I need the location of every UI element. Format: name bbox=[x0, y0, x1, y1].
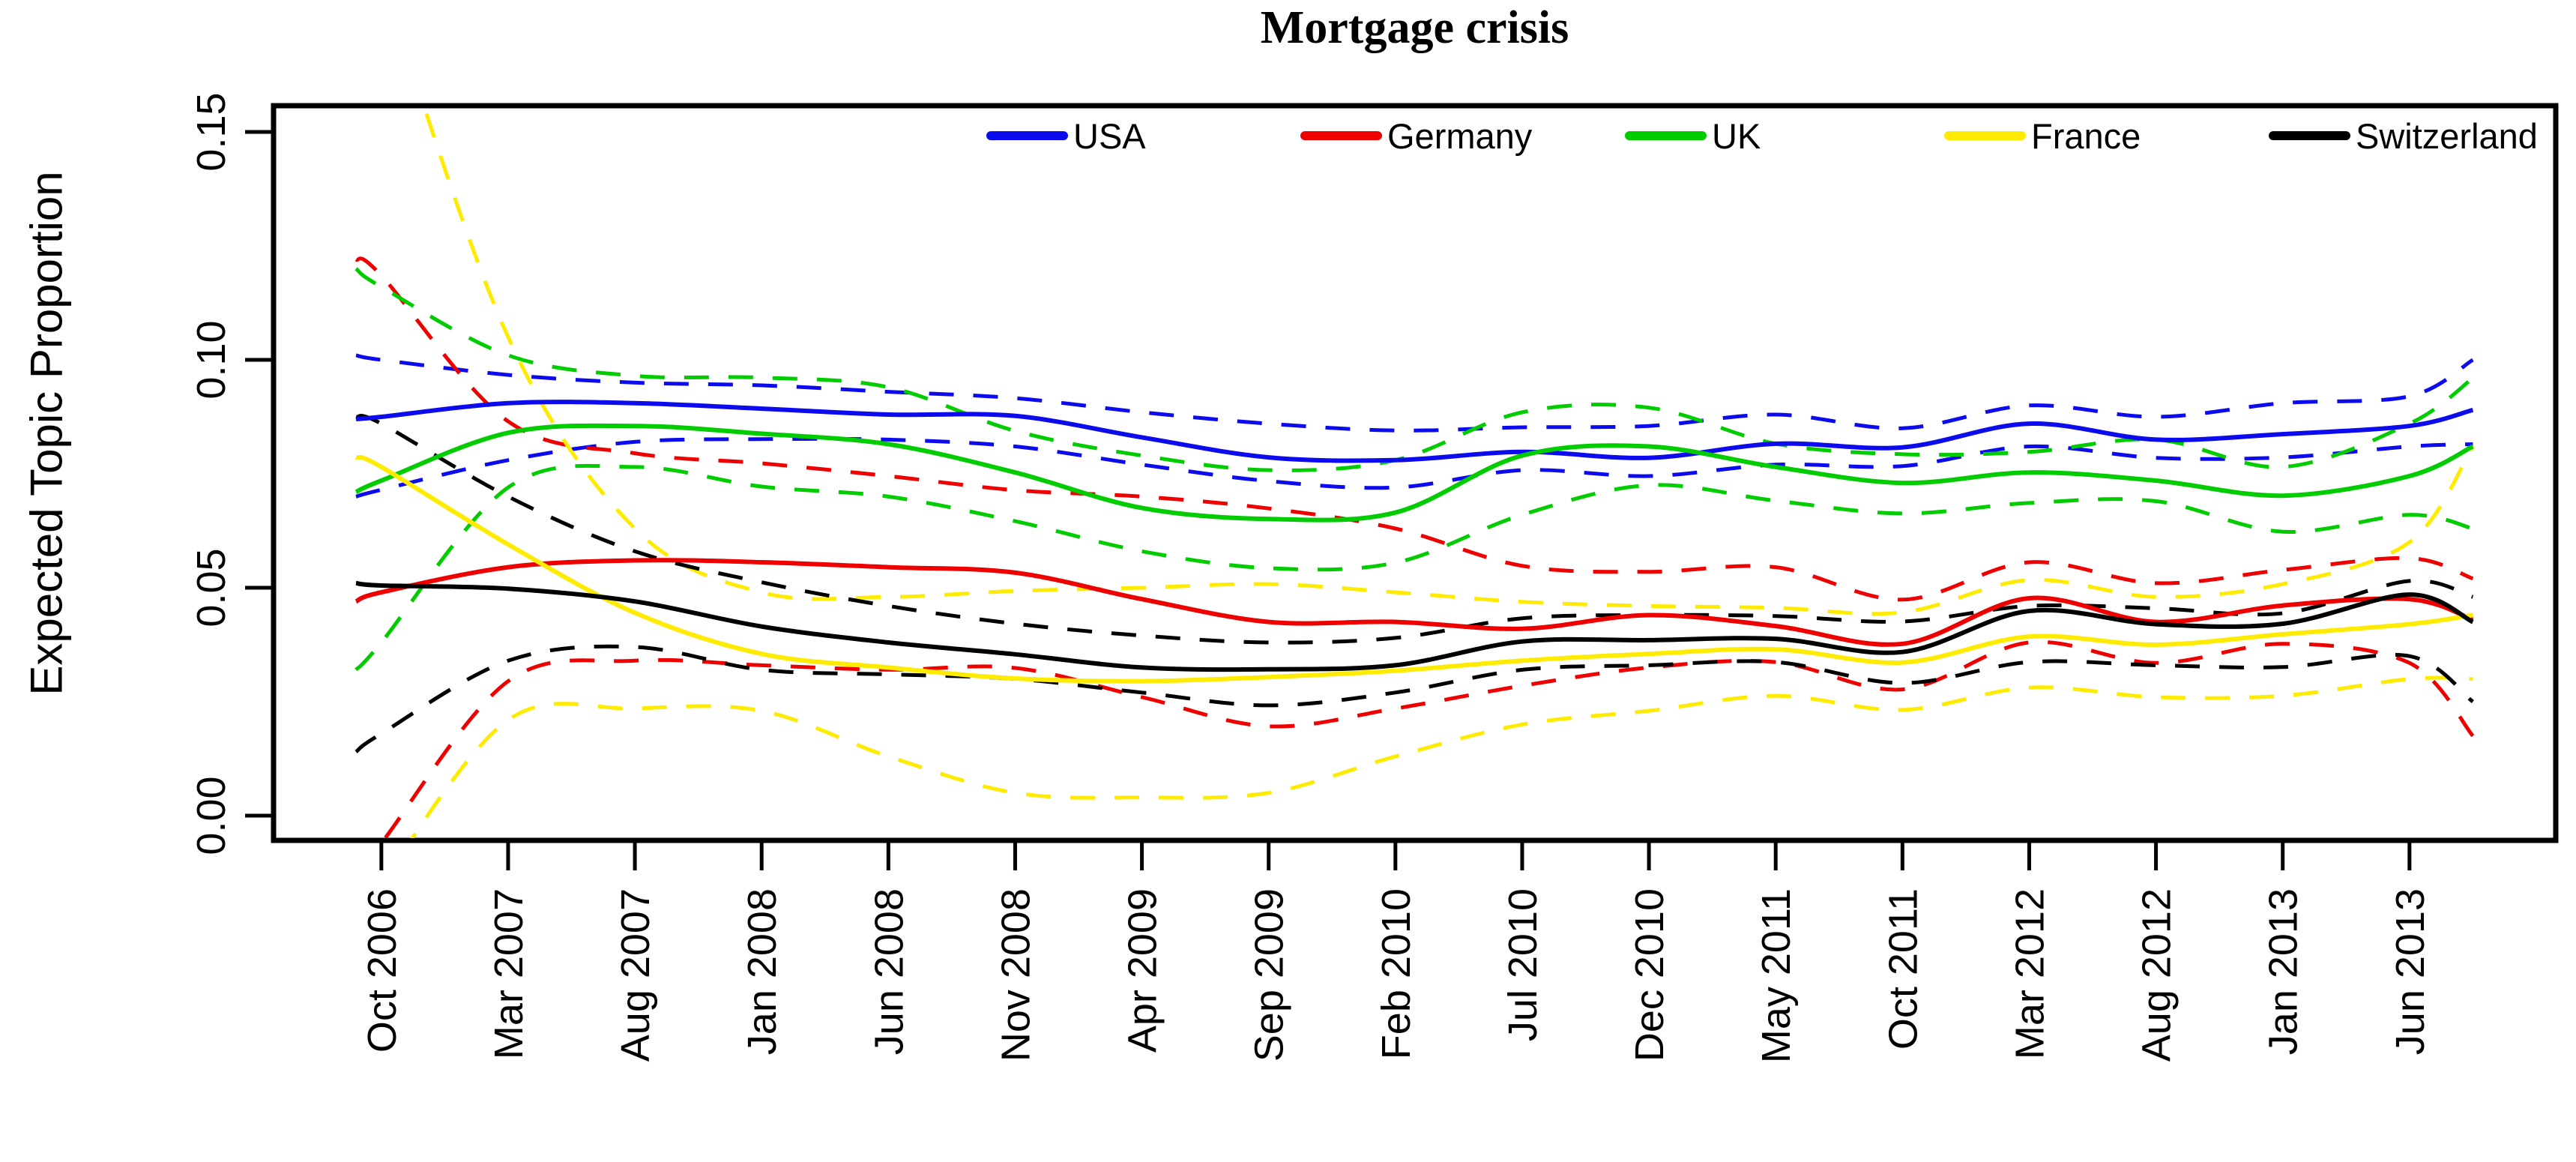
ci-lower-germany bbox=[382, 639, 2475, 838]
y-tick-label: 0.15 bbox=[189, 92, 234, 171]
x-tick-label: May 2011 bbox=[1754, 888, 1799, 1063]
legend-label-france: France bbox=[2031, 116, 2141, 156]
mean-line-germany bbox=[355, 558, 2474, 647]
y-tick-label: 0.05 bbox=[189, 548, 234, 627]
mean-line-switzerland bbox=[355, 580, 2474, 672]
mean-line-usa bbox=[355, 400, 2474, 463]
x-tick-label: Jan 2008 bbox=[740, 888, 785, 1055]
x-tick-label: Feb 2010 bbox=[1374, 888, 1419, 1059]
ci-lower-switzerland bbox=[355, 644, 2474, 753]
ci-upper-switzerland bbox=[355, 413, 2474, 645]
x-tick-label: Mar 2007 bbox=[486, 888, 531, 1059]
x-tick-label: Jan 2013 bbox=[2261, 888, 2306, 1055]
ci-lower-uk bbox=[355, 463, 2474, 672]
ci-lower-france bbox=[410, 675, 2473, 838]
plot-border bbox=[271, 103, 2559, 843]
series-group bbox=[355, 108, 2475, 838]
x-tick-label: Jun 2013 bbox=[2388, 888, 2433, 1055]
x-tick-label: Oct 2006 bbox=[360, 888, 405, 1053]
legend-label-usa: USA bbox=[1073, 116, 1146, 156]
x-tick-label: Jul 2010 bbox=[1500, 888, 1545, 1041]
legend-label-uk: UK bbox=[1712, 116, 1761, 156]
y-tick-label: 0.00 bbox=[189, 776, 234, 855]
x-tick-label: Nov 2008 bbox=[993, 888, 1038, 1062]
x-tick-label: Sep 2009 bbox=[1247, 888, 1292, 1062]
ci-lower-usa bbox=[355, 436, 2473, 499]
x-tick-label: Aug 2007 bbox=[613, 888, 658, 1062]
x-tick-label: Mar 2012 bbox=[2007, 888, 2052, 1059]
ci-upper-germany bbox=[355, 256, 2474, 602]
legend-label-germany: Germany bbox=[1387, 116, 1533, 156]
legend-label-switzerland: Switzerland bbox=[2356, 116, 2538, 156]
mean-line-france bbox=[355, 454, 2473, 684]
ci-upper-france bbox=[422, 108, 2475, 616]
chart-title: Mortgage crisis bbox=[1260, 2, 1569, 53]
x-tick-label: Jun 2008 bbox=[866, 888, 911, 1055]
y-tick-label: 0.10 bbox=[189, 320, 234, 399]
x-tick-label: Oct 2011 bbox=[1880, 888, 1925, 1050]
mean-line-uk bbox=[355, 423, 2474, 523]
x-tick-label: Apr 2009 bbox=[1120, 888, 1165, 1053]
x-tick-label: Aug 2012 bbox=[2135, 888, 2180, 1062]
ci-upper-usa bbox=[355, 353, 2474, 433]
x-tick-label: Dec 2010 bbox=[1627, 888, 1672, 1062]
